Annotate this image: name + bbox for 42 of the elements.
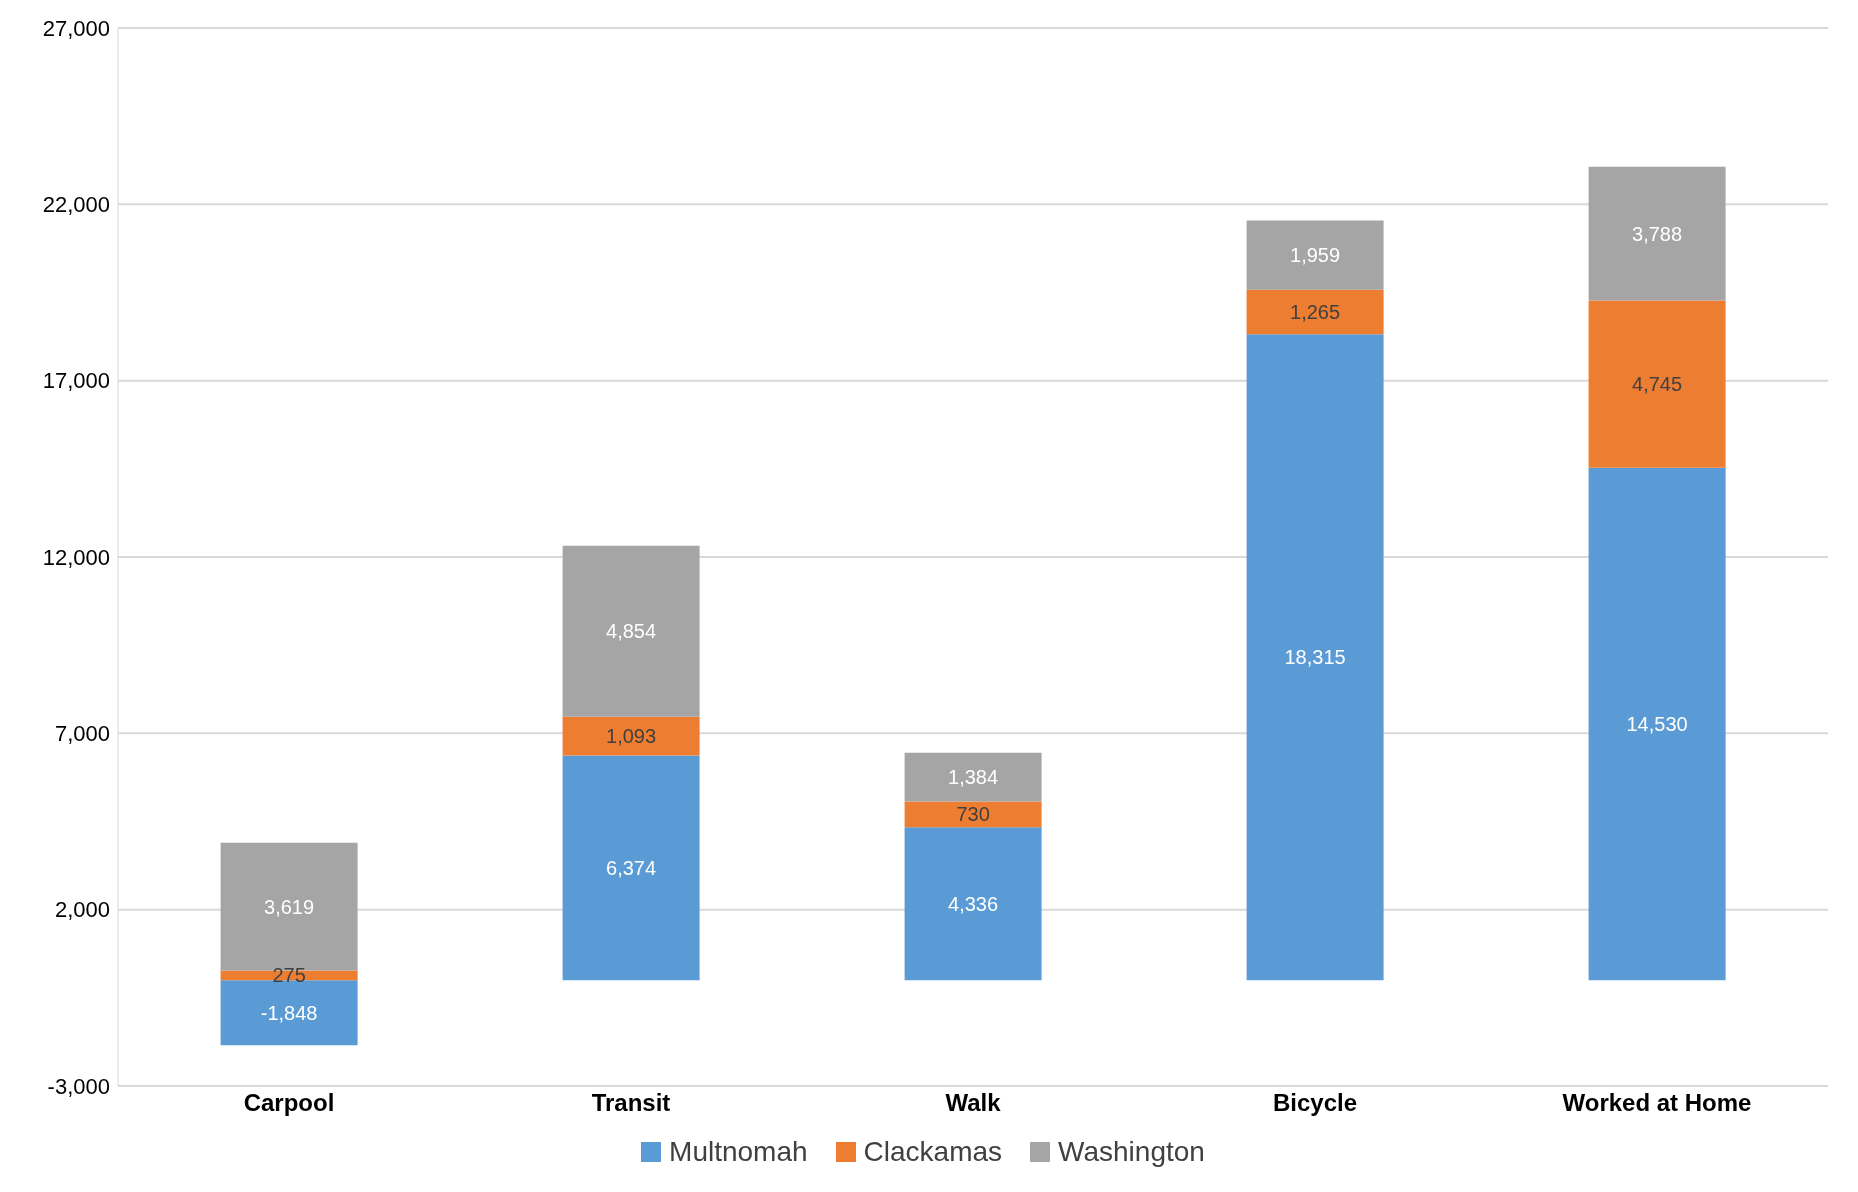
y-tick-label: -3,000 <box>47 1073 110 1099</box>
x-tick-label: Worked at Home <box>1562 1089 1752 1117</box>
y-tick-label: 22,000 <box>42 192 110 218</box>
y-tick-label: 27,000 <box>42 15 110 41</box>
data-label: 1,265 <box>1290 300 1341 323</box>
bar <box>1246 220 1384 290</box>
bar <box>904 827 1042 981</box>
data-label: 3,788 <box>1632 222 1683 245</box>
data-label: 6,374 <box>606 856 657 879</box>
data-label: 18,315 <box>1284 646 1346 669</box>
y-tick-label: 12,000 <box>42 544 110 570</box>
bar <box>1588 300 1726 468</box>
x-tick-label: Transit <box>591 1089 671 1117</box>
bar <box>1588 467 1726 981</box>
legend-label: Washington <box>1057 1136 1205 1168</box>
data-label: 1,959 <box>1290 244 1341 267</box>
x-tick-label: Walk <box>945 1089 1002 1117</box>
bar <box>904 752 1042 802</box>
x-tick-label: Carpool <box>243 1089 335 1117</box>
data-label: 4,336 <box>948 892 999 915</box>
y-tick-label: 2,000 <box>54 897 110 923</box>
bar <box>1588 166 1726 301</box>
y-tick-label: 17,000 <box>42 368 110 394</box>
bar <box>562 716 700 756</box>
bar <box>220 980 358 1046</box>
data-label: -1,848 <box>260 1001 318 1024</box>
legend-label: Clackamas <box>862 1136 1003 1168</box>
bar <box>562 755 700 981</box>
data-label: 1,384 <box>948 766 999 789</box>
bar <box>904 801 1042 828</box>
legend-label: Multnomah <box>668 1136 808 1168</box>
bar <box>1246 334 1384 981</box>
x-tick-label: Bicycle <box>1272 1089 1358 1117</box>
data-label: 730 <box>956 803 990 826</box>
bar <box>1246 289 1384 335</box>
data-label: 4,745 <box>1632 373 1683 396</box>
data-label: 4,854 <box>606 620 657 643</box>
data-label: 14,530 <box>1626 712 1688 735</box>
y-tick-label: 7,000 <box>54 721 110 747</box>
bar <box>562 545 700 717</box>
data-label: 3,619 <box>264 895 315 918</box>
data-label: 1,093 <box>606 725 657 748</box>
